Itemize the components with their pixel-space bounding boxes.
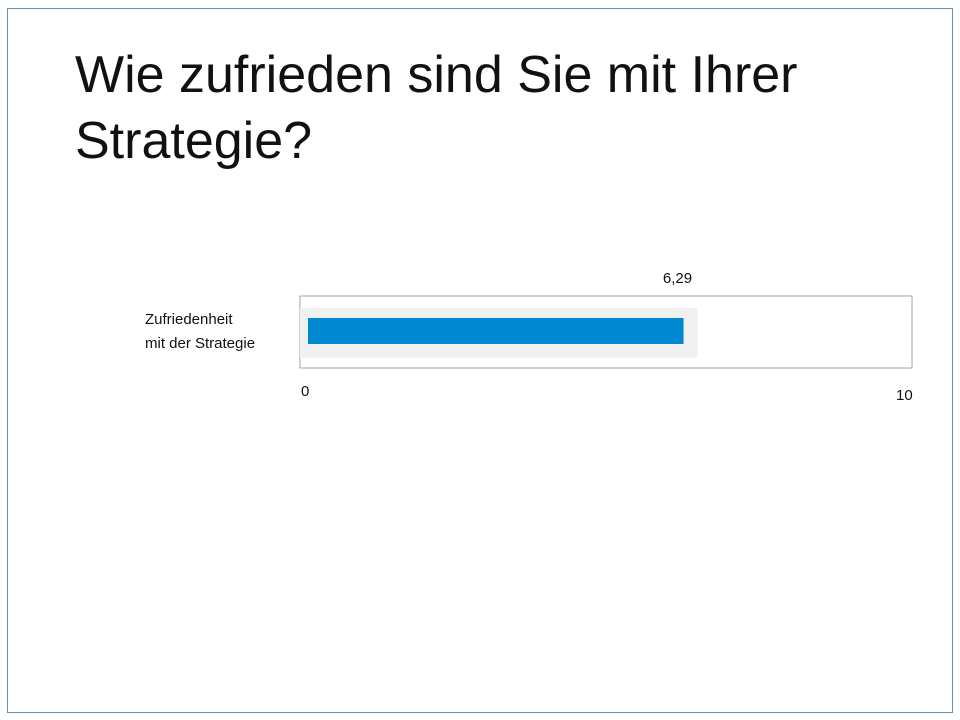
data-label: 6,29 (663, 270, 692, 287)
bar-zufriedenheit (308, 318, 684, 344)
tick-label-min: 0 (301, 383, 309, 400)
category-label-line-2: mit der Strategie (145, 335, 255, 352)
tick-label-max: 10 (896, 387, 913, 404)
slide-title: Wie zufrieden sind Sie mit Ihrer Strateg… (75, 46, 798, 170)
category-label-line-1: Zufriedenheit (145, 311, 233, 328)
